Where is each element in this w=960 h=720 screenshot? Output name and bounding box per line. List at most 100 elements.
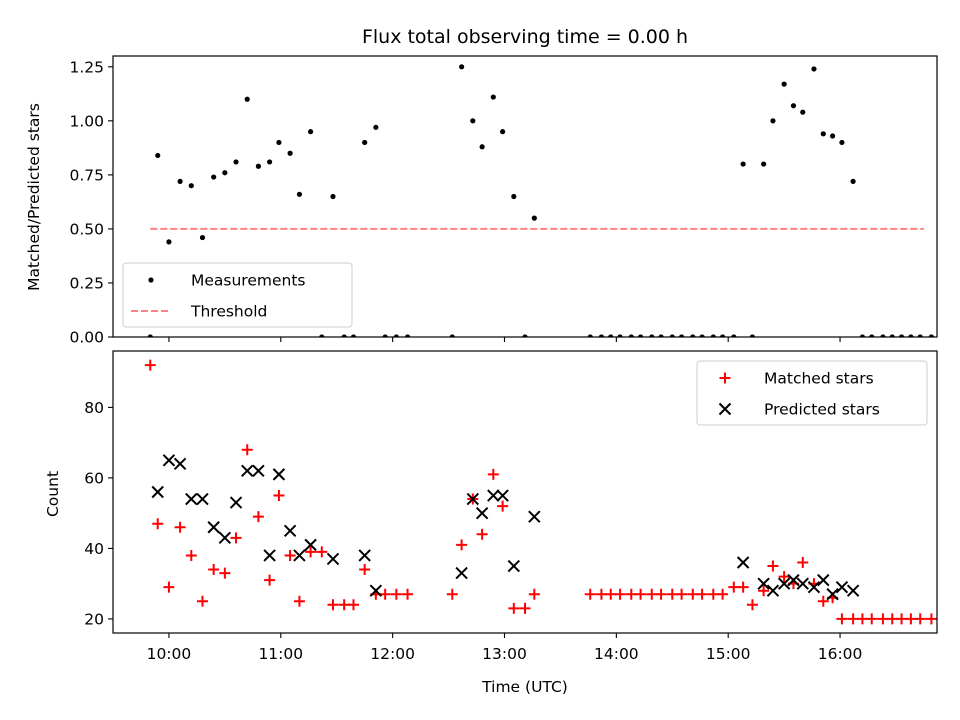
measurement-point (308, 129, 314, 135)
measurement-point (393, 334, 399, 337)
matched-star-point (737, 581, 749, 593)
measurement-point (820, 131, 826, 137)
measurement-point (404, 334, 411, 337)
predicted-star-point (207, 521, 220, 534)
matched-star-point (707, 588, 719, 600)
measurement-point (276, 139, 282, 146)
legend-measurement-marker (148, 277, 154, 283)
measurement-point (587, 334, 593, 337)
top-y-tick-label: 0.00 (69, 329, 104, 347)
measurement-point (678, 334, 685, 337)
predicted-star-point (826, 588, 839, 601)
predicted-star-point (846, 584, 860, 597)
matched-star-point (758, 585, 770, 597)
predicted-star-point (283, 524, 297, 537)
measurement-point (761, 161, 767, 167)
matched-star-point (886, 613, 898, 625)
matched-star-point (728, 581, 740, 593)
predicted-star-point (196, 492, 209, 506)
bottom-y-tick-label: 80 (84, 399, 104, 417)
matched-star-point (866, 613, 878, 625)
legend-matched-marker (719, 372, 731, 384)
measurement-point (749, 334, 756, 337)
matched-star-point (456, 539, 468, 551)
matched-star-point (402, 588, 414, 600)
top-series-0 (147, 64, 935, 337)
measurement-point (637, 334, 644, 337)
measurement-point (811, 66, 817, 72)
predicted-star-point (173, 457, 187, 471)
bottom-x-tick-label: 16:00 (818, 645, 863, 663)
measurement-point (598, 334, 605, 337)
top-legend-box (122, 262, 353, 328)
measurement-point (470, 118, 476, 124)
measurement-point (382, 334, 388, 337)
measurement-point (522, 334, 528, 337)
measurement-point (889, 334, 895, 337)
matched-star-point (174, 521, 186, 533)
matched-star-point (584, 588, 596, 600)
measurement-point (500, 129, 506, 135)
predicted-star-point (218, 531, 232, 545)
measurement-point (255, 163, 262, 169)
measurement-point (898, 334, 905, 337)
matched-star-point (144, 359, 156, 371)
measurement-point (649, 334, 655, 337)
measurement-point (296, 191, 303, 197)
matched-star-point (797, 557, 809, 568)
bottom-x-tick-label: 15:00 (706, 645, 751, 663)
bottom-series-0 (144, 359, 937, 625)
top-marks (147, 64, 935, 337)
matched-star-point (778, 571, 790, 583)
measurement-point (669, 334, 675, 337)
measurement-point (617, 334, 623, 337)
matched-star-point (614, 588, 626, 600)
matched-star-point (625, 588, 637, 600)
top-legend-label: Threshold (190, 303, 267, 321)
matched-star-point (284, 549, 296, 561)
matched-star-point (273, 490, 285, 502)
predicted-star-point (162, 454, 176, 467)
bottom-legend: Matched stars Predicted stars (696, 360, 928, 426)
top-chart-title: Flux total observing time = 0.00 h (362, 26, 688, 48)
measurement-point (531, 215, 537, 221)
bottom-marks (144, 359, 937, 625)
measurement-point (244, 96, 250, 102)
measurement-point (319, 334, 325, 337)
bottom-y-tick-label: 60 (84, 469, 104, 487)
measurement-point (928, 334, 935, 337)
measurement-point (211, 174, 217, 180)
matched-star-point (635, 588, 647, 600)
matched-star-point (666, 588, 678, 600)
predicted-star-point (736, 556, 750, 569)
predicted-star-point (326, 552, 340, 566)
predicted-star-point (241, 464, 254, 478)
measurement-point (699, 334, 705, 337)
predicted-star-point (507, 559, 521, 573)
matched-star-point (767, 560, 779, 572)
measurement-point (222, 170, 228, 176)
bottom-y-axis-label: Count (44, 471, 62, 517)
matched-star-point (817, 595, 829, 607)
predicted-star-point (807, 580, 821, 594)
matched-star-point (487, 468, 499, 480)
bottom-legend-label: Predicted stars (764, 401, 880, 419)
predicted-star-point (757, 577, 770, 590)
predicted-star-point (304, 538, 317, 552)
matched-star-point (152, 518, 164, 530)
matched-star-point (676, 588, 688, 600)
matched-star-point (836, 613, 848, 625)
matched-star-point (163, 581, 175, 593)
measurement-point (869, 334, 875, 337)
measurement-point (781, 81, 787, 87)
predicted-star-point (293, 549, 306, 562)
matched-star-point (856, 613, 868, 625)
matched-star-point (446, 588, 458, 600)
matched-star-point (914, 613, 926, 625)
bottom-y-tick-label: 40 (84, 540, 104, 558)
predicted-star-point (817, 573, 830, 587)
measurement-point (839, 139, 845, 146)
predicted-star-point (487, 489, 500, 502)
